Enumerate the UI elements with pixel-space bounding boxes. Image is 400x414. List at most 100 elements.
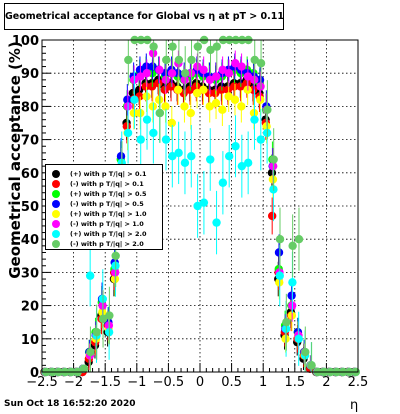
y-tick-label: 30: [21, 266, 39, 281]
data-point: [218, 105, 227, 114]
data-point: [224, 152, 234, 161]
data-point: [148, 62, 157, 71]
data-point: [307, 361, 316, 370]
data-point: [230, 82, 239, 91]
legend-marker: [52, 230, 60, 238]
data-point: [187, 152, 196, 161]
legend-marker: [52, 220, 60, 228]
data-point: [193, 42, 203, 51]
data-point: [135, 65, 145, 75]
data-point: [174, 148, 183, 158]
data-point: [173, 69, 183, 78]
x-tick-label: −1.5: [89, 375, 121, 390]
legend-entry: (+) with p T/|q| > 0.1: [46, 169, 164, 179]
data-point: [148, 102, 158, 111]
data-point: [173, 85, 183, 95]
x-tick-label: 1.5: [284, 375, 305, 390]
data-point: [149, 128, 158, 138]
y-tick-label: 90: [21, 67, 39, 82]
data-point: [154, 95, 164, 104]
data-point: [130, 95, 139, 104]
legend-entry: (+) with p T/|q| > 1.0: [46, 209, 164, 219]
data-point: [123, 128, 133, 138]
legend-label: (-) with p T/|q| > 1.0: [70, 220, 144, 228]
data-point: [192, 88, 202, 98]
data-point: [287, 291, 296, 300]
data-point: [161, 75, 170, 85]
data-point: [168, 152, 177, 161]
data-point: [249, 108, 259, 118]
data-point: [142, 92, 151, 101]
data-point: [148, 49, 158, 58]
legend-label: (+) with p T/|q| > 2.0: [70, 230, 147, 238]
data-point: [250, 75, 259, 85]
data-point: [155, 108, 165, 118]
data-point: [262, 122, 271, 131]
data-point: [206, 45, 215, 55]
data-point: [199, 65, 208, 75]
data-point: [243, 72, 253, 81]
data-point: [116, 152, 126, 161]
data-point: [282, 318, 291, 327]
data-point: [186, 108, 195, 118]
legend-entry: (-) with p T/|q| > 1.0: [46, 219, 164, 229]
legend-entry: (-) with p T/|q| > 0.1: [46, 179, 164, 189]
y-tick-label: 70: [21, 134, 39, 149]
data-point: [243, 158, 253, 168]
data-point: [237, 161, 247, 171]
data-point: [155, 65, 164, 75]
data-point: [79, 364, 89, 373]
data-point: [224, 69, 234, 78]
data-point: [250, 55, 259, 65]
legend-marker: [52, 170, 60, 178]
data-point: [199, 198, 209, 207]
y-tick-label: 100: [12, 34, 39, 49]
legend-marker: [52, 200, 60, 208]
x-tick-label: 0: [196, 375, 204, 390]
data-point: [223, 85, 233, 95]
plot-frame: [41, 39, 359, 373]
data-point: [124, 55, 133, 65]
legend-marker: [52, 180, 60, 188]
x-tick-label: 1: [259, 375, 267, 390]
y-tick-label: 50: [21, 200, 39, 215]
data-point: [186, 69, 196, 78]
data-point: [174, 55, 184, 65]
data-point: [205, 102, 214, 111]
data-point: [168, 42, 177, 51]
data-point: [256, 82, 265, 91]
x-tick-label: −2: [64, 375, 83, 390]
data-point: [149, 42, 158, 51]
data-point: [181, 69, 190, 78]
data-point: [206, 155, 215, 164]
x-tick-label: 0.5: [221, 375, 242, 390]
data-point: [231, 59, 240, 68]
data-point: [180, 75, 189, 85]
data-point: [212, 218, 221, 227]
data-point: [205, 75, 215, 85]
legend-label: (+) with p T/|q| > 0.1: [70, 170, 147, 178]
y-tick-label: 10: [21, 333, 39, 348]
data-point: [193, 201, 202, 211]
data-point: [231, 142, 240, 151]
data-point: [263, 105, 272, 114]
data-point: [122, 122, 132, 131]
data-point: [288, 241, 297, 251]
data-point: [105, 311, 114, 320]
data-point: [129, 108, 139, 118]
data-point: [230, 95, 240, 104]
legend-entry: (+) with p T/|q| > 2.0: [46, 229, 164, 239]
y-tick-label: 60: [21, 167, 39, 182]
data-point: [301, 347, 310, 357]
legend-label: (+) with p T/|q| > 0.5: [70, 190, 147, 198]
datestamp: Sun Oct 18 16:52:20 2020: [4, 399, 136, 409]
y-tick-label: 80: [21, 100, 39, 115]
data-point: [294, 334, 303, 343]
data-point: [267, 211, 277, 221]
data-point: [142, 115, 152, 124]
data-point: [255, 75, 265, 85]
data-point: [212, 42, 222, 51]
y-axis-label: Geometrical acceptance (%): [6, 41, 24, 279]
